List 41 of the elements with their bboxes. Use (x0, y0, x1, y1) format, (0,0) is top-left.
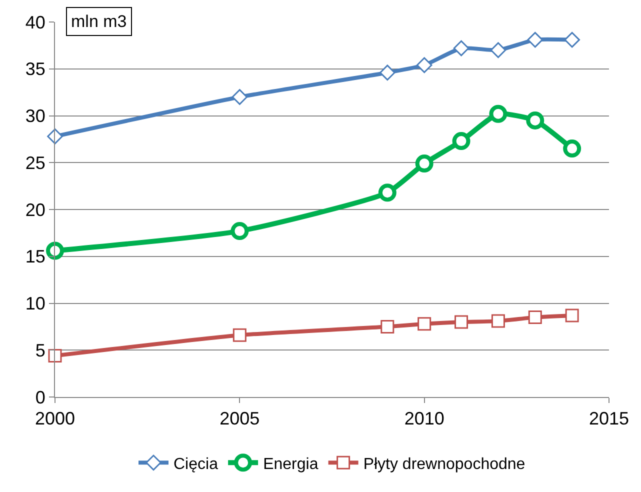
y-tick-label: 20 (25, 200, 46, 220)
y-tick-label: 35 (25, 59, 46, 80)
point (528, 310, 542, 324)
point (563, 140, 582, 158)
point (454, 315, 468, 329)
point (452, 132, 470, 150)
y-tick-label: 40 (25, 12, 46, 32)
point (380, 64, 396, 81)
point (489, 104, 508, 123)
point (48, 349, 62, 362)
point (526, 111, 544, 130)
y-tick-label: 25 (25, 152, 46, 173)
y-tick-label: 15 (25, 246, 46, 267)
point (380, 320, 394, 334)
point (378, 184, 396, 202)
legend-label: Płyty drewnopochodne (363, 456, 526, 473)
annotation: mln m3 (71, 12, 127, 31)
legend-label: Cięcia (174, 456, 218, 473)
point (230, 222, 249, 240)
x-tick-label: 2010 (404, 408, 444, 429)
point (418, 317, 432, 331)
point (527, 32, 544, 48)
point (565, 308, 579, 322)
y-tick-label: 0 (35, 387, 46, 408)
point (564, 32, 580, 48)
x-tick-label: 2015 (588, 408, 630, 429)
point (46, 242, 64, 260)
point (47, 128, 63, 144)
y-tick-label: 10 (25, 294, 46, 314)
legend-label: Energia (263, 456, 318, 473)
x-tick-label: 2005 (220, 408, 260, 429)
point (232, 328, 246, 342)
x-tick-label: 2000 (34, 408, 76, 429)
point (416, 57, 432, 74)
point (491, 314, 505, 328)
y-tick-label: 5 (35, 340, 46, 360)
point (232, 89, 248, 105)
point (415, 154, 434, 173)
point (453, 40, 470, 56)
point (490, 42, 506, 58)
y-tick-label: 30 (25, 106, 46, 126)
